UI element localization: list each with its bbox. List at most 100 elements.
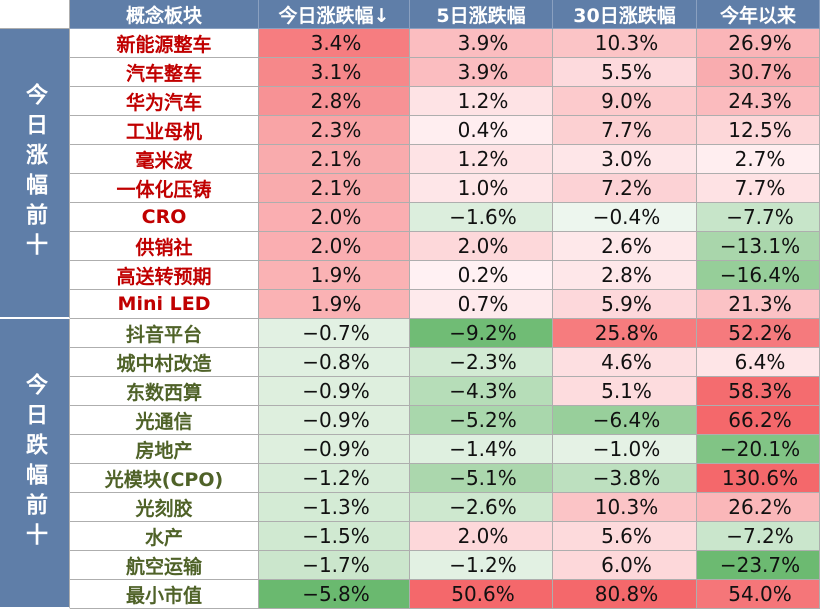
value-cell: −6.4%	[553, 406, 697, 435]
value-cell: 3.1%	[259, 58, 410, 87]
value-cell: 80.8%	[553, 580, 697, 609]
value-cell: 3.0%	[553, 145, 697, 174]
value-cell: −5.1%	[410, 464, 553, 493]
value-cell: 3.9%	[410, 29, 553, 58]
sector-name: 汽车整车	[70, 58, 259, 87]
value-cell: −0.9%	[259, 377, 410, 406]
value-cell: 5.6%	[553, 522, 697, 551]
value-cell: −3.8%	[553, 464, 697, 493]
value-cell: 5.5%	[553, 58, 697, 87]
value-cell: 2.8%	[553, 261, 697, 290]
value-cell: 2.6%	[553, 232, 697, 261]
value-cell: 1.2%	[410, 87, 553, 116]
value-cell: 2.0%	[410, 522, 553, 551]
value-cell: 2.0%	[410, 232, 553, 261]
value-cell: 26.9%	[697, 29, 820, 58]
value-cell: 54.0%	[697, 580, 820, 609]
value-cell: 0.4%	[410, 116, 553, 145]
value-cell: 5.1%	[553, 377, 697, 406]
value-cell: −0.9%	[259, 435, 410, 464]
value-cell: −20.1%	[697, 435, 820, 464]
value-cell: −1.2%	[410, 551, 553, 580]
value-cell: −4.3%	[410, 377, 553, 406]
value-cell: −1.0%	[553, 435, 697, 464]
value-cell: 1.9%	[259, 290, 410, 319]
value-cell: 3.9%	[410, 58, 553, 87]
sector-name: 工业母机	[70, 116, 259, 145]
value-cell: −1.4%	[410, 435, 553, 464]
value-cell: −5.2%	[410, 406, 553, 435]
value-cell: −0.4%	[553, 203, 697, 232]
value-cell: −5.8%	[259, 580, 410, 609]
value-cell: 3.4%	[259, 29, 410, 58]
value-cell: 1.0%	[410, 174, 553, 203]
value-cell: 26.2%	[697, 493, 820, 522]
value-cell: 2.0%	[259, 232, 410, 261]
column-header: 今年以来	[697, 0, 820, 29]
group-label-text: 今日跌幅前十	[22, 373, 47, 553]
table-corner	[0, 0, 70, 29]
value-cell: 10.3%	[553, 29, 697, 58]
value-cell: 7.7%	[697, 174, 820, 203]
value-cell: 130.6%	[697, 464, 820, 493]
sector-name: 抖音平台	[70, 319, 259, 348]
value-cell: −13.1%	[697, 232, 820, 261]
value-cell: 10.3%	[553, 493, 697, 522]
value-cell: 9.0%	[553, 87, 697, 116]
value-cell: 52.2%	[697, 319, 820, 348]
value-cell: 2.0%	[259, 203, 410, 232]
group-label-text: 今日涨幅前十	[22, 83, 47, 263]
column-header: 5日涨跌幅	[410, 0, 553, 29]
value-cell: 66.2%	[697, 406, 820, 435]
sector-name: Mini LED	[70, 290, 259, 319]
value-cell: 30.7%	[697, 58, 820, 87]
value-cell: 0.7%	[410, 290, 553, 319]
value-cell: 5.9%	[553, 290, 697, 319]
sector-name: 高送转预期	[70, 261, 259, 290]
value-cell: −0.8%	[259, 348, 410, 377]
value-cell: 6.4%	[697, 348, 820, 377]
column-header: 30日涨跌幅	[553, 0, 697, 29]
value-cell: −2.6%	[410, 493, 553, 522]
value-cell: 24.3%	[697, 87, 820, 116]
value-cell: −0.9%	[259, 406, 410, 435]
column-header: 概念板块	[70, 0, 259, 29]
value-cell: 6.0%	[553, 551, 697, 580]
sector-name: 房地产	[70, 435, 259, 464]
value-cell: −16.4%	[697, 261, 820, 290]
value-cell: 2.1%	[259, 174, 410, 203]
value-cell: 2.3%	[259, 116, 410, 145]
value-cell: 1.9%	[259, 261, 410, 290]
value-cell: −0.7%	[259, 319, 410, 348]
sector-name: 水产	[70, 522, 259, 551]
value-cell: 7.7%	[553, 116, 697, 145]
value-cell: −1.5%	[259, 522, 410, 551]
value-cell: −1.3%	[259, 493, 410, 522]
value-cell: 2.8%	[259, 87, 410, 116]
sector-name: 华为汽车	[70, 87, 259, 116]
value-cell: 4.6%	[553, 348, 697, 377]
sector-name: 航空运输	[70, 551, 259, 580]
sector-name: 光模块(CPO)	[70, 464, 259, 493]
group-label: 今日涨幅前十	[0, 29, 70, 319]
sector-name: 光通信	[70, 406, 259, 435]
value-cell: 0.2%	[410, 261, 553, 290]
sector-name: 最小市值	[70, 580, 259, 609]
value-cell: −2.3%	[410, 348, 553, 377]
value-cell: 2.1%	[259, 145, 410, 174]
value-cell: 21.3%	[697, 290, 820, 319]
value-cell: −1.7%	[259, 551, 410, 580]
value-cell: −7.2%	[697, 522, 820, 551]
sector-name: 新能源整车	[70, 29, 259, 58]
column-header: 今日涨跌幅↓	[259, 0, 410, 29]
sector-name: 光刻胶	[70, 493, 259, 522]
sector-name: 一体化压铸	[70, 174, 259, 203]
value-cell: 1.2%	[410, 145, 553, 174]
value-cell: 50.6%	[410, 580, 553, 609]
group-label: 今日跌幅前十	[0, 319, 70, 609]
value-cell: 2.7%	[697, 145, 820, 174]
value-cell: −23.7%	[697, 551, 820, 580]
value-cell: 12.5%	[697, 116, 820, 145]
sector-name: 毫米波	[70, 145, 259, 174]
